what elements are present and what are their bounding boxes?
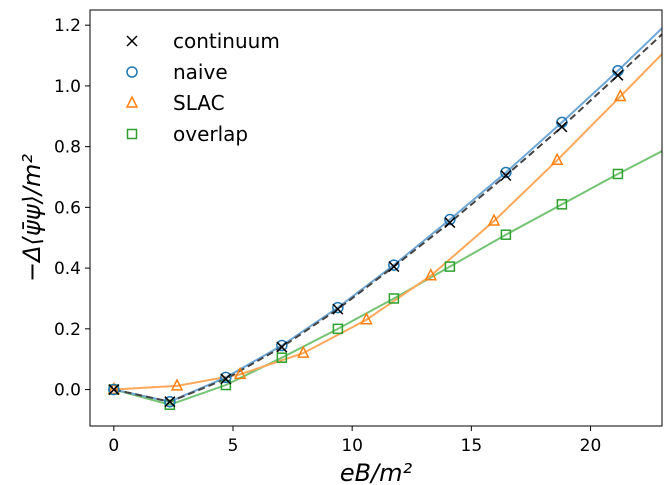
point-overlap	[276, 352, 288, 363]
point-overlap	[612, 168, 624, 180]
point-slac	[360, 312, 373, 325]
y-axis-label: −Δ⟨ψ̄ψ⟩/m²	[18, 154, 46, 282]
y-tick-label: 1.0	[54, 77, 81, 97]
point-continuum	[164, 396, 176, 408]
series-line-naive	[113, 27, 662, 403]
point-continuum-stroke-b	[388, 261, 400, 273]
point-overlap	[500, 229, 512, 240]
y-tick-label: 0.0	[54, 381, 81, 401]
axis-ticks: 0 5 10 15 20 0.0 0.2 0.4 0.6 0.8 1.0 1.2	[54, 16, 601, 456]
y-tick-label: 0.2	[54, 320, 81, 340]
legend-item-slac: SLAC	[125, 91, 225, 115]
point-naive	[220, 371, 232, 384]
legend-label-overlap: overlap	[173, 122, 248, 146]
x-axis-label: eB/m²	[340, 459, 413, 485]
point-continuum-stroke-b	[612, 69, 624, 81]
point-continuum	[500, 169, 512, 182]
x-tick-label: 5	[228, 436, 239, 456]
point-continuum-stroke-b	[276, 341, 288, 353]
point-naive	[108, 383, 120, 396]
point-continuum	[276, 341, 288, 353]
legend-item-overlap: overlap	[126, 122, 248, 146]
point-naive	[164, 395, 176, 408]
legend-marker-continuum	[126, 35, 138, 47]
y-tick-label: 0.4	[54, 259, 81, 279]
legend-label-continuum: continuum	[173, 29, 280, 53]
point-continuum-stroke-b	[108, 384, 120, 396]
legend-marker-overlap	[126, 128, 138, 140]
legend-marker-slac	[125, 95, 139, 108]
point-naive	[332, 301, 344, 314]
point-continuum	[388, 261, 400, 273]
point-naive	[444, 213, 456, 226]
legend-label-slac: SLAC	[173, 91, 225, 115]
point-continuum	[220, 373, 232, 385]
point-slac	[297, 345, 310, 358]
point-continuum	[332, 303, 344, 315]
point-slac	[424, 268, 438, 281]
point-continuum-stroke-b	[556, 121, 568, 133]
x-tick-label: 15	[461, 436, 483, 456]
series-line-continuum	[113, 33, 662, 403]
point-continuum	[444, 217, 456, 229]
point-slac	[107, 381, 121, 395]
point-continuum-stroke-b	[220, 373, 232, 385]
point-slac	[614, 88, 627, 102]
legend-item-naive: naive	[126, 60, 228, 84]
point-naive	[500, 166, 512, 179]
point-naive	[276, 339, 288, 352]
x-tick-label: 10	[341, 436, 363, 456]
legend-marker-continuum-stroke-b	[126, 35, 138, 47]
plot-frame	[89, 9, 663, 427]
point-overlap	[556, 199, 568, 210]
point-continuum	[108, 384, 120, 396]
legend-label-naive: naive	[173, 60, 228, 84]
y-tick-label: 1.2	[54, 16, 81, 36]
point-overlap	[332, 323, 344, 335]
x-tick-label: 0	[108, 436, 119, 456]
x-tick-label: 20	[580, 436, 602, 456]
point-continuum-stroke-b	[332, 303, 344, 315]
point-continuum	[556, 121, 568, 133]
y-tick-label: 0.8	[54, 138, 81, 158]
series-lines	[113, 27, 662, 406]
point-slac	[170, 378, 184, 391]
point-slac	[233, 366, 247, 380]
legend: continuum naive SLAC overlap	[125, 29, 280, 146]
series-markers	[107, 64, 627, 410]
point-continuum-stroke-b	[444, 217, 456, 229]
series-line-overlap	[113, 150, 662, 406]
legend-marker-naive	[126, 66, 138, 78]
point-continuum-stroke-b	[164, 396, 176, 408]
y-tick-label: 0.6	[54, 198, 81, 218]
legend-item-continuum: continuum	[126, 29, 280, 53]
point-naive	[388, 259, 400, 271]
point-overlap	[444, 261, 456, 272]
plot-area	[89, 9, 663, 427]
point-continuum	[612, 69, 624, 81]
point-slac	[550, 152, 564, 166]
point-overlap	[388, 293, 400, 304]
point-continuum-stroke-b	[500, 169, 512, 182]
point-overlap	[220, 379, 232, 391]
point-slac	[487, 213, 501, 226]
